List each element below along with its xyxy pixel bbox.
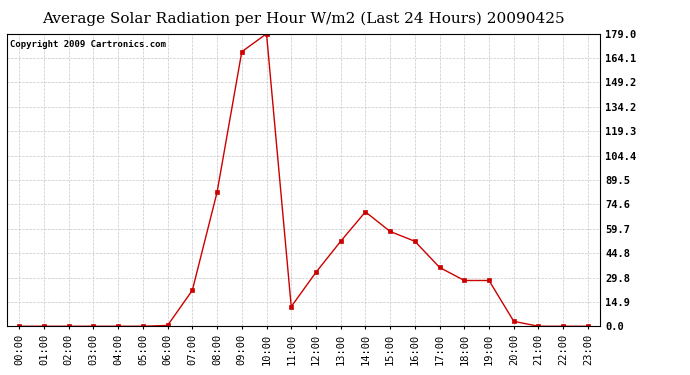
Text: Copyright 2009 Cartronics.com: Copyright 2009 Cartronics.com [10, 40, 166, 49]
Text: Average Solar Radiation per Hour W/m2 (Last 24 Hours) 20090425: Average Solar Radiation per Hour W/m2 (L… [42, 11, 565, 26]
